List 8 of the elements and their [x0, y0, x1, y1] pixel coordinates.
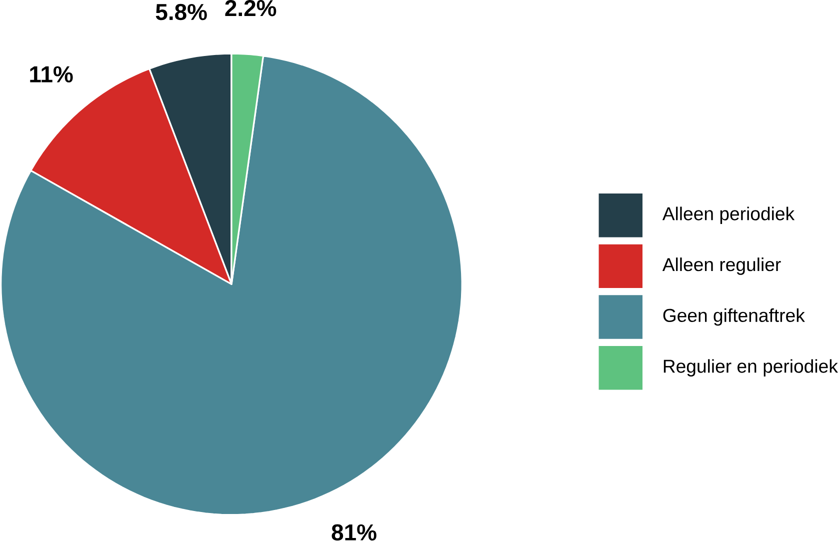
data-label: 81%: [332, 524, 376, 541]
legend-label: Alleen regulier: [662, 258, 781, 276]
legend-label: Regulier en periodiek: [664, 359, 838, 377]
data-label: 2.2%: [225, 0, 276, 16]
legend-label: Alleen periodiek: [662, 206, 795, 224]
data-label: 5.8%: [156, 4, 207, 20]
legend-label: Geen giftenaftrek: [663, 308, 805, 326]
data-label: 11%: [30, 66, 73, 83]
